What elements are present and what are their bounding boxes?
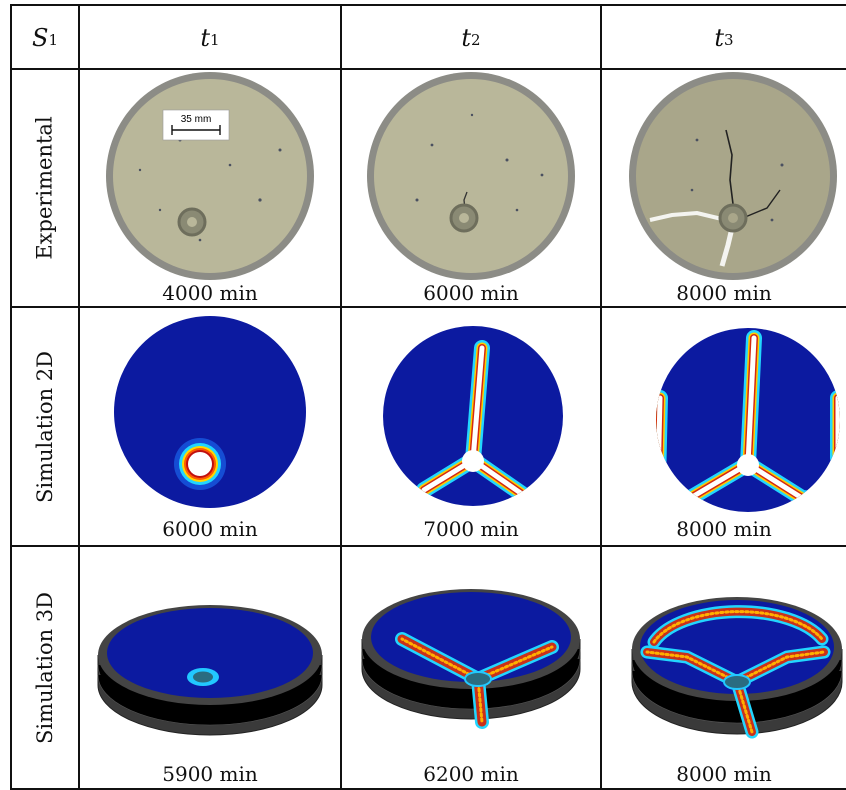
- col-divider-3: [600, 4, 602, 790]
- caption-sim2d-t2: 7000 min: [417, 517, 525, 541]
- row-divider-2: [10, 545, 846, 547]
- simulation-3d-t3: 8000 min: [602, 547, 846, 788]
- table-bottom-border: [10, 788, 846, 790]
- caption-sim2d-t1: 6000 min: [156, 517, 264, 541]
- table-top-border: [10, 4, 846, 6]
- simulation-2d-t2: 7000 min: [342, 308, 600, 545]
- table-left-border: [10, 4, 12, 790]
- col-letter: t: [200, 24, 211, 52]
- row-label-text: Experimental: [33, 116, 57, 260]
- row-label-experimental: Experimental: [12, 70, 78, 306]
- caption-experimental-t3: 8000 min: [670, 281, 778, 305]
- experimental-t1: 35 mm 4000 min: [80, 70, 340, 306]
- row-label-text: Simulation 2D: [33, 350, 58, 503]
- scale-bar-label: 35 mm: [181, 114, 212, 125]
- row-label-simulation-2d: Simulation 2D: [12, 308, 78, 545]
- corner-subscript: 1: [48, 31, 58, 49]
- col-letter: t: [714, 24, 725, 52]
- experimental-photo-t1: 35 mm: [106, 72, 314, 280]
- row-label-text: Simulation 3D: [33, 591, 58, 744]
- sim-3d-mesh-t1: [97, 605, 323, 736]
- caption-sim3d-t3: 8000 min: [670, 762, 778, 786]
- experimental-t3: 8000 min: [602, 70, 846, 306]
- col-divider-2: [340, 4, 342, 790]
- sim-2d-field-t1: [114, 316, 306, 508]
- col-subscript: 2: [471, 31, 481, 49]
- caption-sim2d-t3: 8000 min: [670, 517, 778, 541]
- sim-2d-field-t2: [383, 326, 563, 506]
- sim-3d-mesh-t3: [631, 597, 843, 739]
- experimental-photo-t3: [629, 72, 837, 280]
- simulation-2d-t1: 6000 min: [80, 308, 340, 545]
- experimental-t2: 6000 min: [342, 70, 600, 306]
- col-letter: t: [461, 24, 472, 52]
- caption-experimental-t1: 4000 min: [156, 281, 264, 305]
- row-label-simulation-3d: Simulation 3D: [12, 547, 78, 788]
- header-divider: [10, 68, 846, 70]
- corner-letter: S: [32, 24, 49, 52]
- simulation-3d-t2: 6200 min: [342, 547, 600, 788]
- col-subscript: 1: [210, 31, 220, 49]
- row-divider-1: [10, 306, 846, 308]
- caption-sim3d-t1: 5900 min: [156, 762, 264, 786]
- experimental-photo-t2: [367, 72, 575, 280]
- caption-sim3d-t2: 6200 min: [417, 762, 525, 786]
- simulation-2d-t3: 8000 min: [602, 308, 846, 545]
- caption-experimental-t2: 6000 min: [417, 281, 525, 305]
- sim-2d-field-t3: [656, 328, 840, 512]
- col-divider-1: [78, 4, 80, 790]
- sim-3d-mesh-t2: [361, 589, 581, 729]
- col-subscript: 3: [724, 31, 734, 49]
- simulation-3d-t1: 5900 min: [80, 547, 340, 788]
